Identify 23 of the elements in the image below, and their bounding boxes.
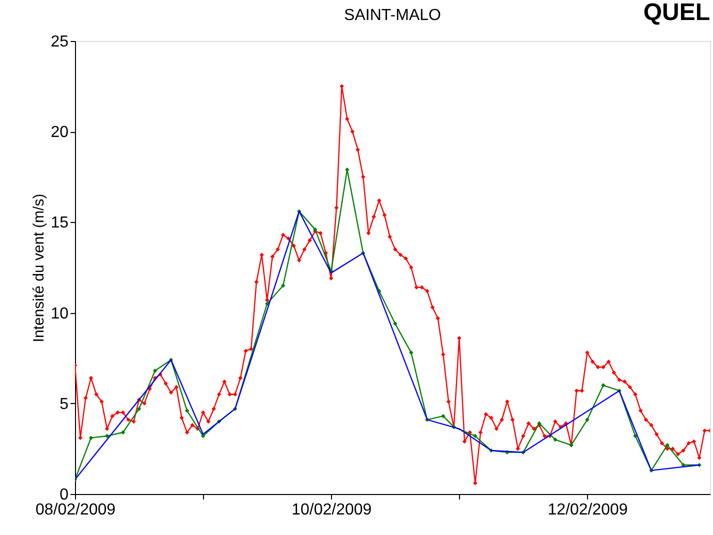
y-tick-label: 0 [60, 486, 69, 504]
point [441, 414, 446, 418]
point [280, 284, 286, 288]
y-tick-label: 20 [50, 124, 69, 142]
point [184, 408, 190, 413]
chart-title: SAINT-MALO [344, 7, 441, 24]
x-tick-label: 08/02/2009 [35, 502, 116, 518]
text: QUEL [643, 0, 710, 26]
point [120, 430, 126, 435]
y-tick-label: 15 [50, 214, 69, 232]
point [553, 438, 558, 442]
point [409, 350, 414, 355]
point [104, 434, 110, 438]
x-tick-label: 10/02/2009 [292, 502, 372, 518]
point [665, 442, 670, 448]
point [585, 418, 590, 422]
y-tick-label: 5 [60, 396, 69, 413]
y-tick-label: 25 [50, 34, 69, 50]
y-tick-label: 10 [50, 305, 69, 322]
y-axis-title: Intensité du vent (m/s) [30, 194, 48, 342]
point [393, 322, 398, 326]
point [601, 383, 606, 388]
x-tick-label: 12/02/2009 [548, 502, 628, 518]
